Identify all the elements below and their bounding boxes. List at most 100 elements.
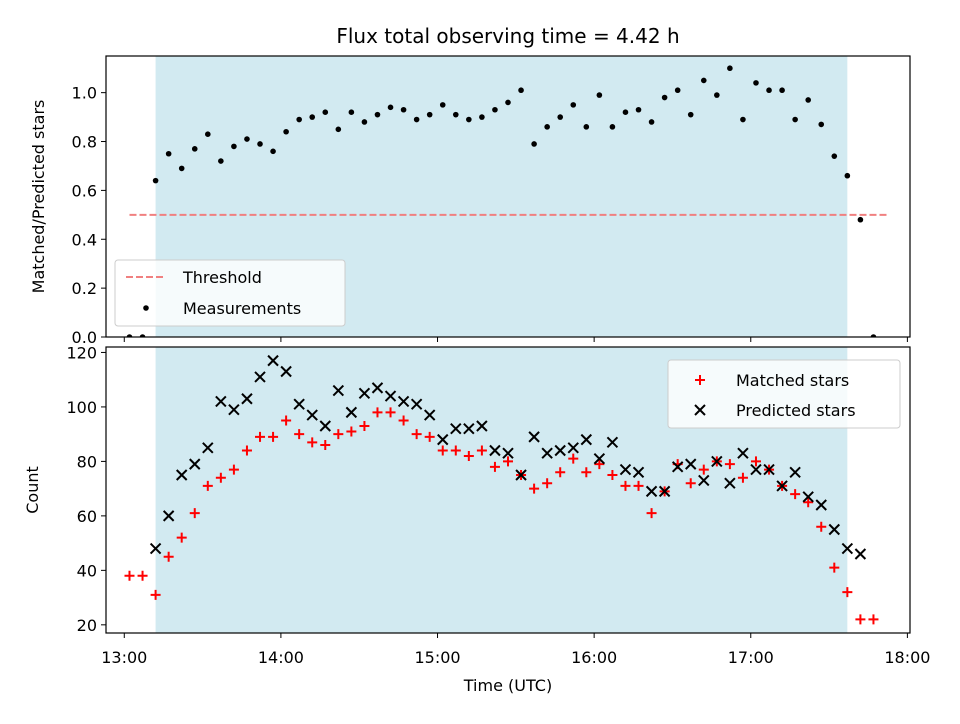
measurement-point [635,106,642,113]
predicted-star-point [189,458,201,470]
matched-star-point [698,464,709,475]
measurement-point [452,111,459,118]
measurement-point [766,87,772,94]
matched-star-point [724,459,735,470]
matched-star-point [189,508,200,519]
measurement-point [361,119,368,125]
measurement-point [309,114,316,120]
chart-title: Flux total observing time = 4.42 h [336,24,679,48]
matched-star-point [385,407,396,418]
predicted-star-point [580,433,593,446]
measurement-point [492,106,498,113]
legend-box [667,359,901,429]
measurement-point [609,124,616,130]
measurement-point [178,165,185,172]
predicted-star-point [737,447,749,459]
matched-star-point [437,445,448,456]
predicted-star-point [502,447,514,459]
predicted-star-point [789,466,801,479]
predicted-star-point [606,436,619,449]
legend-measurements-swatch [143,305,149,311]
predicted-star-point [423,409,436,421]
measurement-point [335,126,342,133]
measurement-point [518,87,524,94]
matched-star-point [737,472,748,483]
measurement-point [648,119,655,125]
predicted-star-point [358,387,371,400]
matched-star-point [137,570,148,581]
matched-star-point [202,480,213,491]
matched-star-point [424,431,435,442]
predicted-star-point [724,477,736,489]
x-tick-label: 17:00 [728,648,774,667]
x-tick-label: 13:00 [101,648,147,667]
matched-star-point [176,532,187,543]
measurement-point [387,104,394,111]
matched-star-point [529,483,540,494]
predicted-star-point [567,442,579,454]
legend: Matched stars Predicted stars [667,359,901,429]
matched-star-point [803,497,814,508]
y-tick-label: 60 [77,507,97,526]
matched-star-point [215,472,226,483]
y-tick-label: 0.6 [72,181,97,200]
predicted-star-point [162,510,175,522]
matched-star-point [281,415,292,426]
matched-star-point [124,570,135,581]
measurement-point [870,334,877,337]
matched-star-point [489,461,500,472]
predicted-star-point [776,480,788,492]
predicted-star-point [267,354,279,367]
matched-star-point [255,431,266,442]
predicted-star-point [750,463,762,476]
y-tick-label: 80 [77,452,97,471]
measurement-point [596,92,603,98]
matched-star-point [320,440,331,451]
matched-star-point [150,589,161,600]
measurement-point [818,121,825,128]
measurement-point [270,148,276,155]
predicted-star-point [685,458,697,470]
y-tick-label: 0.4 [72,230,97,249]
matched-star-point [307,437,318,448]
matched-star-point [842,587,853,598]
predicted-star-point [450,423,462,435]
measurement-point [479,114,485,120]
y-axis-label: Count [23,466,42,514]
matched-star-point [581,467,592,478]
matched-star-point [816,521,827,532]
matched-star-point [542,478,553,489]
matched-star-point [607,470,618,481]
top-panel: 0.0 0.2 0.4 0.6 0.8 1.0 Matched/Predicted star… [29,55,911,347]
y-axis-label: Matched/Predicted stars [29,100,48,294]
x-tick-label: 15:00 [414,648,460,667]
measurement-point [792,116,798,123]
measurement-point [218,158,224,164]
matched-star-point [333,429,344,440]
measurement-point [661,94,668,101]
matched-star-point [503,456,513,467]
measurement-point [714,92,720,98]
measurement-point [622,109,629,115]
predicted-star-point [802,491,814,503]
measurement-point [205,131,211,137]
predicted-star-point [175,469,188,481]
matched-star-point [268,431,279,442]
axes-frame [105,55,911,338]
y-tick-label: 100 [66,398,97,417]
measurement-point [400,106,407,113]
y-tick-label: 0.8 [72,133,97,152]
x-tick-label: 18:00 [884,648,930,667]
legend-threshold-label: Threshold [182,268,262,287]
predicted-star-point [410,398,423,410]
legend-measurements-label: Measurements [183,299,301,318]
predicted-star-point [854,548,867,560]
x-tick-label: 14:00 [258,648,304,667]
predicted-star-point [763,463,775,476]
predicted-star-point [202,442,214,454]
measurement-point [439,102,446,108]
matched-star-point [555,467,566,478]
measurement-point [348,109,355,115]
measurement-point [139,334,146,337]
